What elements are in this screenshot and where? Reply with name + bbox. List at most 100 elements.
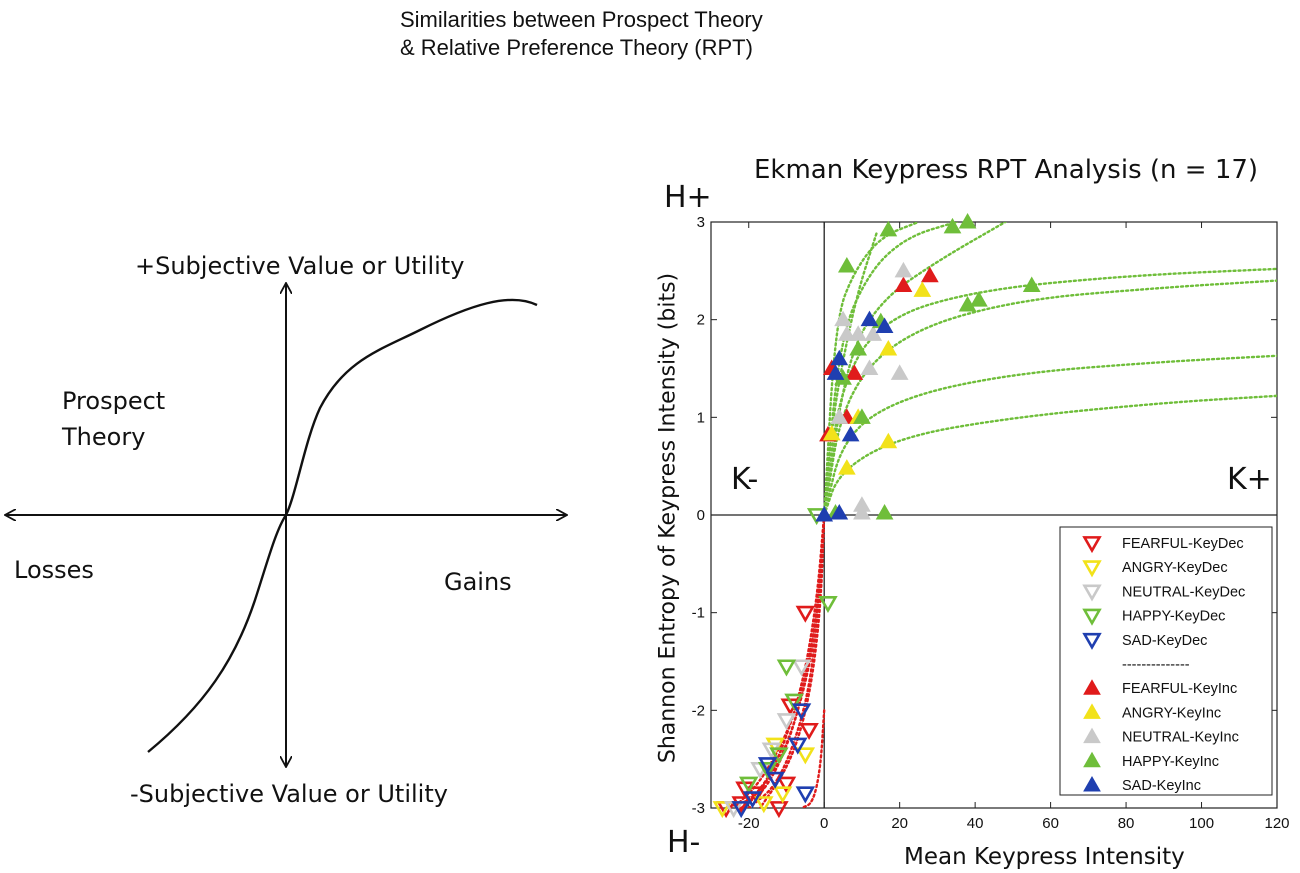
y-tick-label: -2 — [692, 702, 705, 719]
prospect-theory-label-line2: Theory — [62, 423, 146, 451]
data-point-angry-keyinc — [879, 339, 898, 356]
data-point-fearful-keyinc — [845, 364, 864, 380]
data-point-happy-keydec — [784, 693, 804, 711]
fit-curve-happy — [823, 222, 920, 517]
data-point-sad-keydec — [788, 737, 808, 755]
losses-label: Losses — [14, 556, 94, 584]
prospect-theory-diagram — [0, 0, 600, 873]
fit-curve-happy — [823, 230, 879, 517]
y-tick-label: 1 — [697, 409, 705, 426]
data-point-sad-keyinc — [841, 425, 860, 442]
value-function-curve — [147, 298, 538, 753]
data-point-angry-keydec — [795, 747, 816, 765]
data-point-angry-keyinc — [879, 432, 898, 449]
legend-label-fearful-keyinc: FEARFUL-KeyInc — [1122, 681, 1237, 697]
x-tick-label: -20 — [738, 815, 760, 832]
legend-marker-fearful-keydec — [1082, 536, 1102, 554]
data-point-happy-keyinc — [970, 291, 988, 307]
legend-box — [1059, 526, 1273, 796]
legend-separator: -------------- — [1122, 657, 1190, 673]
x-tick-label: 100 — [1189, 815, 1214, 832]
data-point-happy-keyinc — [943, 217, 962, 234]
data-point-fearful-keyinc — [894, 276, 913, 292]
data-point-sad-keyinc — [830, 349, 849, 366]
data-point-neutral-keyinc — [864, 325, 883, 341]
data-point-neutral-keyinc — [860, 359, 879, 375]
data-point-neutral-keyinc — [830, 408, 849, 424]
chart-title: Ekman Keypress RPT Analysis (n = 17) — [754, 155, 1259, 185]
data-point-neutral-keyinc — [890, 364, 909, 380]
data-point-happy-keydec — [757, 762, 778, 780]
data-point-fearful-keydec — [769, 801, 789, 819]
data-point-sad-keydec — [765, 771, 785, 789]
data-point-sad-keyinc — [826, 364, 845, 380]
gains-label: Gains — [444, 568, 512, 596]
h-plus-label: H+ — [664, 180, 712, 215]
figure-title: Similarities between Prospect Theory & R… — [300, 6, 920, 62]
prospect-theory-label-line1: Prospect — [62, 387, 166, 415]
fit-curve-happy — [823, 394, 1277, 517]
data-point-sad-keydec — [757, 757, 778, 775]
y-positive-label: +Subjective Value or Utility — [135, 252, 465, 280]
data-point-neutral-keydec — [776, 713, 797, 731]
data-point-happy-keyinc — [849, 339, 868, 356]
legend-label-angry-keyinc: ANGRY-KeyInc — [1122, 705, 1221, 721]
data-point-happy-keyinc — [875, 504, 894, 520]
data-point-angry-keyinc — [822, 424, 841, 441]
data-point-sad-keydec — [731, 801, 751, 819]
fit-curve-happy — [823, 267, 1277, 517]
h-minus-label: H- — [667, 825, 701, 860]
legend-label-happy-keyinc: HAPPY-KeyInc — [1122, 754, 1219, 770]
data-point-happy-keyinc — [837, 256, 856, 273]
data-point-happy-keyinc — [1022, 276, 1041, 292]
y-tick-label: -3 — [692, 800, 705, 817]
legend-marker-neutral-keydec — [1082, 584, 1102, 602]
data-point-sad-keyinc — [815, 505, 834, 522]
data-point-happy-keydec — [818, 595, 838, 614]
legend-marker-fearful-keyinc — [1083, 679, 1101, 695]
legend-marker-angry-keyinc — [1083, 703, 1101, 719]
data-point-angry-keydec — [754, 796, 774, 814]
data-point-neutral-keyinc — [894, 261, 913, 278]
data-point-sad-keyinc — [830, 504, 849, 520]
data-point-angry-keyinc — [837, 459, 856, 475]
legend-marker-sad-keyinc — [1083, 775, 1101, 792]
legend-label-neutral-keyinc: NEUTRAL-KeyInc — [1122, 730, 1239, 746]
legend-label-sad-keydec: SAD-KeyDec — [1122, 633, 1207, 649]
fit-curve-fearful — [800, 709, 826, 808]
data-point-angry-keydec — [712, 801, 733, 819]
figure-title-line1: Similarities between Prospect Theory — [400, 7, 763, 32]
data-point-happy-keyinc — [853, 408, 871, 424]
x-tick-label: 20 — [891, 815, 908, 832]
x-tick-label: 120 — [1264, 815, 1289, 832]
x-tick-label: 60 — [1042, 815, 1059, 832]
y-tick-label: 3 — [697, 214, 705, 231]
k-minus-label: K- — [731, 462, 759, 497]
fit-curve-fearful — [758, 513, 826, 808]
data-point-sad-keydec — [742, 791, 763, 809]
legend-marker-happy-keyinc — [1083, 751, 1101, 768]
k-plus-label: K+ — [1227, 462, 1272, 497]
data-point-neutral-keydec — [791, 659, 812, 677]
data-point-fearful-keyinc — [920, 266, 939, 283]
data-point-neutral-keyinc — [853, 504, 871, 520]
data-point-happy-keyinc — [879, 220, 898, 237]
data-point-sad-keyinc — [860, 310, 879, 327]
y-tick-label: -1 — [692, 605, 705, 622]
data-point-fearful-keydec — [795, 605, 816, 623]
legend-label-sad-keyinc: SAD-KeyInc — [1122, 778, 1201, 794]
x-tick-label: 80 — [1118, 815, 1135, 832]
data-point-neutral-keyinc — [834, 310, 852, 327]
y-tick-label: 2 — [697, 312, 705, 329]
data-point-sad-keydec — [795, 786, 816, 804]
data-point-angry-keyinc — [913, 281, 932, 297]
legend-marker-happy-keydec — [1082, 608, 1102, 626]
data-point-happy-keyinc — [958, 212, 977, 229]
x-tick-label: 0 — [820, 815, 828, 832]
y-negative-label: -Subjective Value or Utility — [130, 780, 448, 808]
data-point-fearful-keydec — [731, 796, 751, 814]
y-tick-label: 0 — [697, 507, 705, 524]
fit-curve-happy — [823, 279, 1277, 517]
legend-marker-angry-keydec — [1082, 560, 1102, 578]
